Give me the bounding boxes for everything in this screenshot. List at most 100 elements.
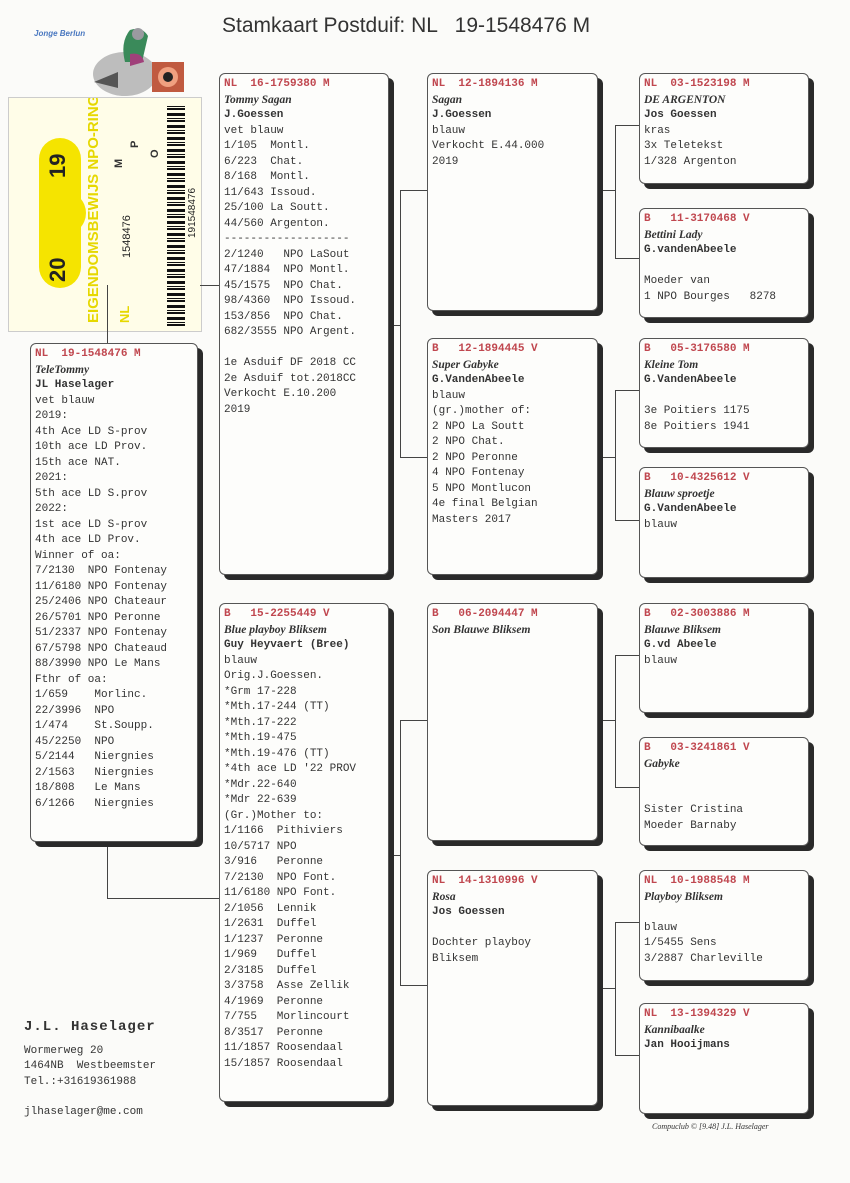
pedigree-card-dam-sire: B 06-2094447 M Son Blauwe Bliksem (427, 603, 598, 841)
detail-line: 1/1237 Peronne (224, 933, 324, 946)
barcode-bar (167, 298, 185, 299)
breeder-name: Jos Goessen (432, 906, 505, 918)
barcode-bar (167, 293, 185, 296)
barcode-bar (167, 137, 185, 140)
detail-line: 47/1884 NPO Montl. (224, 264, 350, 276)
barcode-bar (167, 118, 185, 119)
pigeon-photo: Jonge Berlun (34, 28, 184, 96)
ring-letter-m: M (113, 158, 125, 168)
pigeon-name: Kleine Tom (644, 358, 699, 371)
detail-line: 7/2130 NPO Fontenay (35, 565, 168, 577)
pedigree-card-sire-sire: NL 12-1894136 M Sagan J.Goessen blauw Verkoc… (427, 73, 598, 311)
detail-line: *Grm 17-228 (224, 685, 297, 698)
detail-line: 8e Poitiers 1941 (644, 420, 750, 433)
ring-year-left: 20 (45, 257, 70, 282)
detail-line: 1/1166 Pithiviers (224, 825, 343, 837)
ring-number: B 05-3176580 M (644, 343, 750, 355)
detail-line: 2 NPO La Soutt (432, 420, 525, 433)
barcode-bar (167, 245, 185, 248)
ring-number: 1548476 (121, 215, 133, 258)
barcode-bar (167, 113, 185, 116)
pedigree-card-ssd: B 11-3170468 V Bettini Lady G.vandenAbeele… (639, 208, 809, 318)
ring-number: B 06-2094447 M (432, 608, 538, 620)
barcode-bar (167, 156, 185, 158)
breeder-name: J.Goessen (224, 109, 284, 121)
detail-line: 11/6180 NPO Font. (224, 887, 337, 899)
pedigree-card-dam-dam: NL 14-1310996 V Rosa Jos Goessen Dochter pl… (427, 870, 598, 1106)
detail-line (644, 389, 804, 405)
detail-line: vet blauw (224, 124, 284, 137)
connector-line (615, 258, 639, 259)
ring-number: B 02-3003886 M (644, 608, 750, 620)
detail-line: Verkocht E.44.000 (432, 140, 545, 152)
pedigree-card-dss: B 02-3003886 M Blauwe Bliksem G.vd Abeele b… (639, 603, 809, 713)
barcode-bar (167, 144, 185, 146)
breeder-name (644, 772, 804, 788)
detail-line: 6/223 Chat. (224, 155, 304, 168)
detail-line: Sister Cristina (644, 804, 744, 816)
barcode-bar (167, 130, 185, 131)
barcode-bar (167, 216, 185, 218)
connector-line (393, 325, 400, 326)
detail-line: 2019 (432, 155, 459, 168)
barcode-bar (167, 202, 185, 203)
pigeon-name: Tommy Sagan (224, 93, 292, 106)
detail-line: Bliksem (432, 952, 479, 965)
breeder-name: G.vandenAbeele (644, 244, 737, 256)
detail-line: 1/2631 Duffel (224, 918, 317, 930)
detail-line: Masters 2017 (432, 513, 512, 526)
barcode-bar (167, 310, 185, 311)
connector-line (615, 390, 616, 520)
detail-line: 1st ace LD S-prov (35, 518, 148, 531)
connector-line (400, 985, 427, 986)
connector-line (615, 125, 639, 126)
barcode-bar (167, 209, 185, 212)
barcode-bar (167, 257, 185, 260)
pigeon-name: Son Blauwe Bliksem (432, 623, 531, 636)
barcode-bar (167, 305, 185, 308)
detail-line: 2e Asduif tot.2018CC (224, 372, 357, 385)
breeder-name: Jan Hooijmans (644, 1039, 730, 1051)
detail-line: 4e final Belgian (432, 498, 538, 510)
detail-line: 22/3996 NPO (35, 704, 115, 717)
connector-line (400, 720, 427, 721)
barcode-bar (167, 274, 185, 275)
pedigree-card-sire-dam: B 12-1894445 V Super Gabyke G.VandenAbeele… (427, 338, 598, 575)
detail-line: 1/5455 Sens (644, 937, 717, 949)
connector-line (107, 842, 108, 898)
ring-number: NL 14-1310996 V (432, 875, 538, 887)
barcode-bar (167, 204, 185, 206)
detail-line: blauw (224, 654, 258, 667)
connector-line (602, 720, 615, 721)
detail-line: Moeder van (644, 275, 711, 287)
detail-line: 4th ace LD Prov. (35, 534, 141, 546)
detail-line: 2/1563 Niergnies (35, 766, 154, 779)
detail-line: 2/1240 NPO LaSout (224, 248, 350, 261)
connector-line (200, 285, 219, 286)
pigeon-name: Kannibaalke (644, 1023, 705, 1036)
detail-line: blauw (644, 921, 678, 934)
detail-line: Verkocht E.10.200 (224, 388, 337, 400)
barcode-bar (167, 300, 185, 302)
pedigree-card-sss: NL 03-1523198 M DE ARGENTON Jos Goessen kra… (639, 73, 809, 184)
detail-line: 8/168 Montl. (224, 171, 310, 183)
breeder-name: J.Goessen (432, 109, 492, 121)
pigeon-name: Bettini Lady (644, 228, 703, 241)
detail-line (644, 259, 804, 275)
barcode-bar (167, 149, 185, 152)
detail-line: 18/808 Le Mans (35, 782, 141, 794)
barcode-bar (167, 324, 185, 326)
barcode (167, 106, 185, 326)
breeder-name: JL Haselager (35, 379, 115, 391)
pigeon-name: Super Gabyke (432, 358, 499, 371)
pigeon-name: Blue playboy Bliksem (224, 623, 327, 636)
detail-line: 3/916 Peronne (224, 856, 324, 868)
barcode-bar (167, 252, 185, 254)
detail-line: 3x Teletekst (644, 140, 724, 152)
detail-line: 2021: (35, 472, 69, 484)
owner-contact: J.L. Haselager Wormerweg 20 1464NB Westb… (24, 1019, 156, 1121)
detail-line: 4/1969 Peronne (224, 995, 324, 1008)
barcode-bar (167, 264, 185, 266)
ring-country: NL (117, 305, 132, 323)
detail-line: 1/659 Morlinc. (35, 689, 148, 701)
